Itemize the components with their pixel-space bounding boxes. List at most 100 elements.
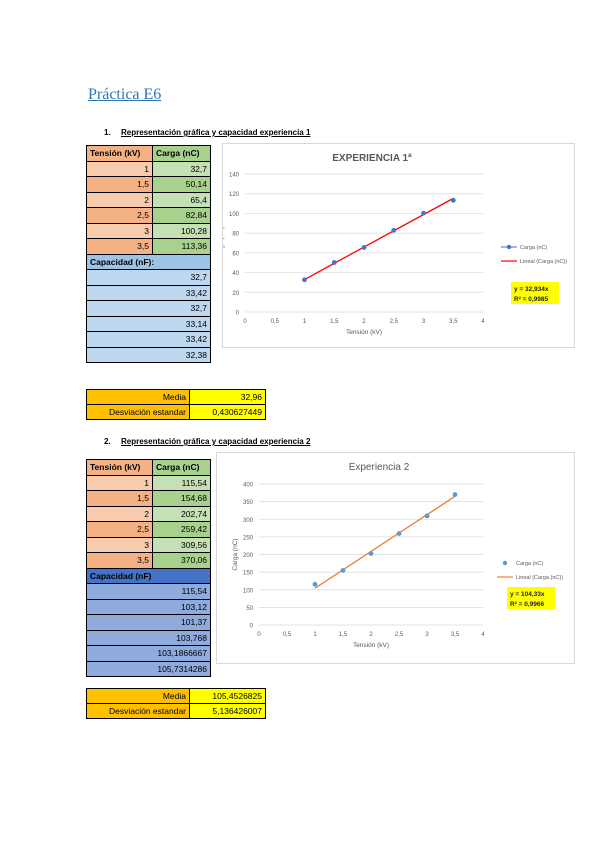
capacity-header: Capacidad (nF):: [86, 253, 211, 270]
table-row: 3 100,28: [86, 222, 211, 239]
equation-box: [507, 587, 555, 609]
capacity-row: 103,768: [86, 629, 211, 646]
capacity-row: 103,12: [86, 598, 211, 615]
carga-cell: 202,74: [152, 505, 211, 522]
table-row: 2 65,4: [86, 191, 211, 208]
x-tick-label: 0: [257, 632, 261, 638]
legend-trendline-label: Lineal (Carga (nC)): [516, 575, 563, 581]
std-value: 5,136426007: [189, 703, 266, 719]
y-tick-label: 400: [243, 483, 254, 489]
x-tick-label: 3,5: [449, 319, 458, 325]
y-tick-label: 100: [229, 212, 240, 218]
tension-cell: 3: [86, 536, 153, 553]
data-point: [452, 492, 458, 497]
x-tick-label: 1: [303, 319, 307, 325]
capacity-cell: 115,54: [86, 583, 211, 600]
data-point: [331, 260, 337, 265]
capacity-cell: 33,42: [86, 284, 211, 301]
capacity-cell: 33,14: [86, 315, 211, 332]
capacity-row: 101,37: [86, 614, 211, 631]
data-point: [450, 197, 456, 203]
data-point: [361, 245, 367, 250]
data-point: [340, 568, 346, 573]
carga-cell: 65,4: [152, 191, 211, 208]
section-2-heading: 2. Representación gráfica y capacidad exp…: [104, 437, 310, 446]
x-tick-label: 3: [425, 632, 429, 638]
capacity-row: 33,42: [86, 284, 211, 301]
tension-cell: 2,5: [86, 207, 153, 224]
data-table-2: Tensión (kV) Carga (nC) 1 115,54 1,5 154,68 2 2…: [86, 459, 211, 677]
carga-cell: 259,42: [152, 521, 211, 538]
x-tick-label: 0: [243, 319, 247, 325]
y-tick-label: 300: [243, 518, 254, 524]
y-tick-label: 40: [232, 271, 239, 277]
trendline: [314, 495, 456, 589]
capacity-cell: 32,7: [86, 300, 211, 317]
capacity-row: 103,1866667: [86, 645, 211, 662]
std-value: 0,430627449: [189, 404, 266, 420]
mean-label: Media: [86, 389, 190, 405]
table-row: 2,5 259,42: [86, 521, 211, 538]
chart-title: Experiencia 2: [349, 462, 410, 473]
r-squared-text: R² = 0,9966: [510, 601, 545, 608]
carga-cell: 82,84: [152, 207, 211, 224]
y-tick-label: 0: [250, 624, 254, 630]
r-squared-text: R² = 0,9985: [514, 296, 549, 303]
tension-cell: 3,5: [86, 238, 153, 255]
tension-cell: 2,5: [86, 521, 153, 538]
carga-cell: 154,68: [152, 490, 211, 507]
chart-experiencia-1: EXPERIENCIA 1ª 0 20 40 60 80 100 120 140 0 0,5 1 1,5…: [222, 143, 575, 348]
x-tick-label: 3,5: [451, 632, 460, 638]
data-point: [421, 210, 426, 216]
table-row: 3,5 113,36: [86, 238, 211, 255]
mean-value: 105,4526825: [189, 688, 266, 704]
chart-1-svg: EXPERIENCIA 1ª 0 20 40 60 80 100 120 140 0 0,5 1 1,5…: [223, 153, 567, 336]
stats-row-mean: Media 105,4526825: [86, 688, 266, 704]
tension-cell: 2: [86, 191, 153, 208]
table-row: 1 32,7: [86, 160, 211, 177]
x-tick-label: 0,5: [283, 632, 292, 638]
y-tick-label: 60: [232, 251, 239, 257]
y-tick-label: 100: [243, 588, 254, 594]
capacity-cell: 32,38: [86, 346, 211, 363]
data-point: [302, 277, 307, 283]
carga-cell: 100,28: [152, 222, 211, 239]
table-row: 1,5 50,14: [86, 176, 211, 193]
capacity-row: 33,14: [86, 315, 211, 332]
col-tension-header: Tensión (kV): [86, 145, 153, 162]
section-1-number: 1.: [104, 128, 111, 137]
carga-cell: 32,7: [152, 160, 211, 177]
table-row: 3 309,56: [86, 536, 211, 553]
section-1-title: Representación gráfica y capacidad exper…: [121, 128, 311, 137]
x-tick-label: 2: [369, 632, 373, 638]
capacity-cell: 105,7314286: [86, 660, 211, 677]
stats-row-mean: Media 32,96: [86, 389, 266, 405]
capacity-row: 32,7: [86, 269, 211, 286]
x-tick-label: 4: [481, 319, 485, 325]
capacity-row: 33,42: [86, 331, 211, 348]
x-tick-label: 2: [362, 319, 366, 325]
table-row: 1,5 154,68: [86, 490, 211, 507]
y-axis-label: Carga (nC): [223, 227, 225, 259]
mean-value: 32,96: [189, 389, 266, 405]
chart-experiencia-2: Experiencia 2 0 50 100 150 200 250 300 350 400 0 0,…: [216, 452, 575, 664]
capacity-row: 115,54: [86, 583, 211, 600]
carga-cell: 115,54: [152, 474, 211, 491]
tension-cell: 1: [86, 160, 153, 177]
x-axis-label: Tensión (kV): [353, 642, 389, 649]
tension-cell: 3: [86, 222, 153, 239]
std-label: Desviación estandar: [86, 703, 190, 719]
x-tick-label: 2,5: [395, 632, 404, 638]
y-tick-label: 80: [232, 232, 239, 238]
stats-table-1: Media 32,96 Desviación estandar 0,43062744…: [86, 389, 266, 420]
data-point: [312, 581, 318, 587]
tension-cell: 1,5: [86, 176, 153, 193]
capacity-cell: 103,768: [86, 629, 211, 646]
capacity-cell: 103,1866667: [86, 645, 211, 662]
legend-series-label: Carga (nC): [516, 561, 543, 567]
x-tick-label: 1: [313, 632, 317, 638]
chart-title: EXPERIENCIA 1ª: [332, 153, 412, 164]
equation-box: [511, 282, 559, 304]
data-point: [396, 531, 402, 536]
y-tick-label: 20: [232, 291, 239, 297]
